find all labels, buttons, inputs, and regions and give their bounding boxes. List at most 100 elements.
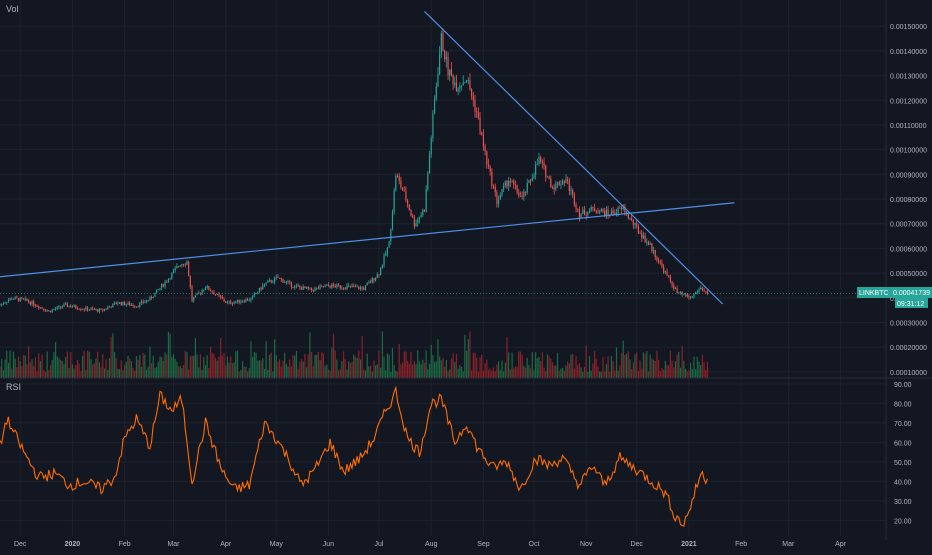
volume-bar (349, 362, 351, 378)
candle-body (388, 241, 390, 248)
rsi-y-tick-label: 40.00 (894, 479, 912, 486)
volume-bar (245, 366, 247, 378)
candle-body (228, 301, 230, 303)
candle-body (413, 217, 415, 227)
candle-body (533, 175, 535, 178)
volume-bar (550, 358, 552, 378)
volume-bar (188, 369, 190, 378)
volume-bar (540, 360, 542, 378)
volume-bar (19, 361, 21, 378)
volume-bar (71, 364, 74, 378)
volume-indicator-label[interactable]: Vol (6, 4, 19, 14)
volume-bar (38, 353, 40, 378)
candle-body (669, 276, 671, 282)
volume-bar (408, 363, 410, 378)
volume-bar (703, 362, 705, 378)
candle-body (560, 184, 562, 186)
volume-bar (533, 370, 535, 378)
volume-bar (135, 356, 138, 378)
candle-body (61, 306, 63, 308)
rsi-indicator-label[interactable]: RSI (6, 382, 21, 392)
volume-bar (506, 337, 508, 378)
candle-body (519, 196, 522, 197)
volume-bar (503, 371, 505, 378)
volume-bar (469, 331, 471, 378)
volume-bar (270, 352, 272, 378)
candle-body (53, 309, 55, 311)
candle-body (203, 289, 205, 291)
rsi-y-tick-label: 60.00 (894, 440, 912, 447)
volume-bar (423, 362, 426, 378)
volume-bar (459, 365, 461, 378)
candle-body (247, 299, 249, 301)
candle-body (351, 285, 353, 287)
volume-bar (132, 367, 134, 378)
volume-bar (444, 366, 446, 378)
candle-body (0, 304, 1, 306)
candle-body (449, 69, 451, 76)
candle-body (331, 284, 333, 288)
volume-bar (240, 369, 242, 378)
volume-bar (518, 351, 520, 378)
volume-bar (420, 364, 422, 378)
volume-bar (66, 351, 68, 378)
volume-bar (142, 352, 144, 378)
volume-bar (191, 355, 193, 378)
trendline-falling-resistance[interactable] (424, 10, 724, 305)
candle-body (329, 285, 331, 288)
candle-body (103, 308, 106, 311)
candle-body (312, 290, 314, 292)
candle-body (546, 176, 549, 178)
trendlines[interactable] (0, 10, 735, 305)
volume-bar (169, 333, 171, 378)
candle-body (452, 75, 454, 85)
volume-bar (277, 361, 279, 378)
volume-bar (248, 368, 250, 378)
candle-body (464, 82, 466, 84)
volume-bar (658, 359, 660, 378)
volume-bar (585, 345, 587, 378)
volume-bar (529, 368, 532, 378)
volume-bar (659, 370, 661, 378)
volume-bar (385, 370, 387, 378)
candle-body (479, 117, 481, 133)
candle-body (156, 289, 158, 293)
price-y-tick-label: 0.00060000 (890, 246, 927, 253)
candle-body (556, 182, 559, 184)
candle-body (295, 285, 298, 287)
candle-body (422, 210, 424, 215)
candle-body (60, 306, 62, 308)
volume-bar (366, 353, 368, 378)
candle-body (17, 298, 20, 301)
volume-bar (597, 366, 599, 378)
volume-bar (590, 370, 592, 378)
volume-bar (267, 369, 269, 378)
candle-body (337, 284, 340, 286)
volume-bar (21, 366, 23, 378)
candle-body (167, 278, 170, 282)
candle-body (149, 297, 151, 301)
last-price-badge[interactable]: LINKBTC 0.00041739 09:31:12 (857, 287, 932, 308)
volume-bar (279, 359, 281, 378)
candle-body (6, 302, 8, 304)
volume-bar (447, 371, 449, 378)
x-tick-label: Dec (630, 541, 643, 548)
volume-bar (86, 350, 89, 378)
candle-body (624, 206, 626, 214)
candle-body (134, 306, 136, 307)
volume-bar (287, 366, 289, 378)
candle-body (597, 212, 599, 214)
volume-bar (322, 353, 324, 378)
volume-bar (336, 359, 338, 378)
volume-bar (184, 351, 186, 378)
trendline-rising-support[interactable] (0, 202, 735, 278)
volume-bar (615, 347, 618, 378)
volume-bar (39, 361, 42, 378)
candle-body (292, 287, 294, 288)
volume-bar (103, 368, 106, 378)
candle-body (462, 82, 464, 86)
volume-bar (149, 346, 151, 378)
candle-body (107, 307, 109, 309)
